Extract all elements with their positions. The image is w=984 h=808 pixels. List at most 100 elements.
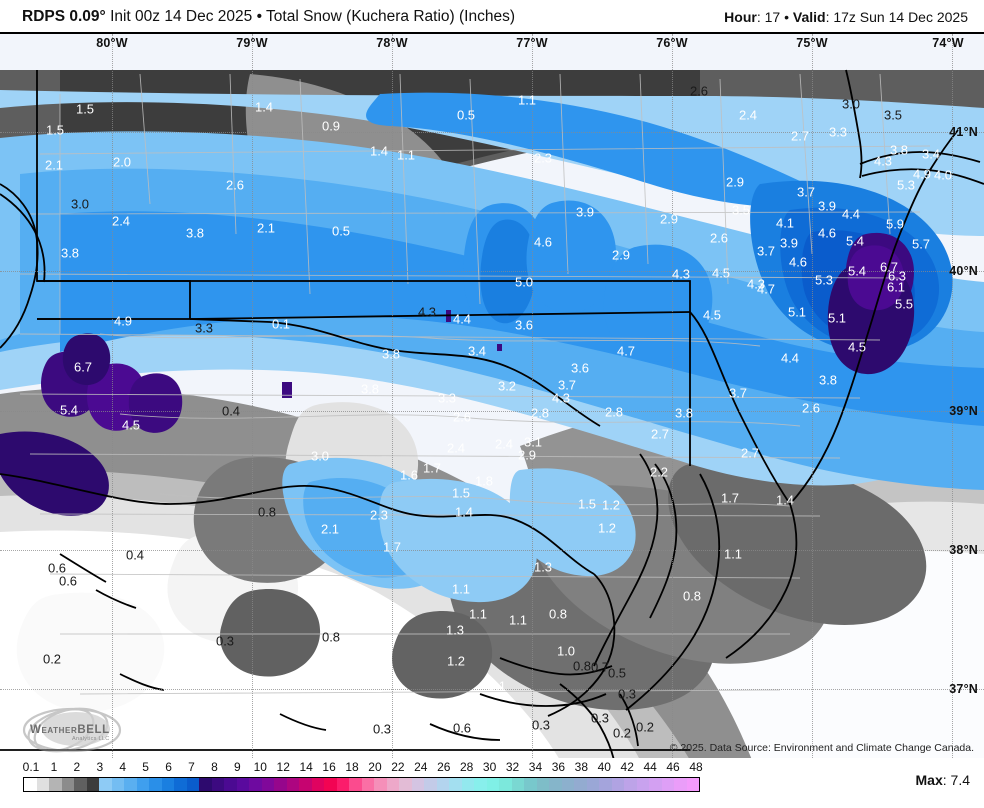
header-separator: • (256, 8, 262, 25)
gridline-lat-41n (0, 132, 984, 133)
gridline-lon-79w (252, 34, 253, 760)
contour-value-label: 1.1 (723, 546, 743, 562)
contour-value-label: 4.0 (933, 167, 953, 183)
contour-value-label: 2.4 (111, 213, 131, 229)
weatherbell-logo-icon (22, 707, 122, 753)
contour-value-label: 4.1 (775, 215, 795, 231)
contour-value-label: 2.9 (517, 447, 537, 463)
contour-value-label: 4.3 (746, 276, 766, 292)
contour-value-label: 5.3 (896, 177, 916, 193)
gridline-lon-74w (952, 34, 953, 760)
colorbar-swatch (236, 778, 249, 791)
contour-value-label: 1.4 (254, 99, 274, 115)
colorbar-tick: 34 (528, 760, 543, 774)
contour-value-label: 1.5 (45, 122, 65, 138)
colorbar-tick: 32 (505, 760, 520, 774)
contour-value-label: 5.9 (885, 216, 905, 232)
contour-value-label: 2.6 (689, 83, 709, 99)
colorbar-swatch (649, 778, 662, 791)
colorbar-swatch (536, 778, 549, 791)
colorbar-swatch (149, 778, 162, 791)
contour-value-label: 3.9 (575, 204, 595, 220)
max-value: 7.4 (950, 772, 970, 788)
contour-value-label: 0.8 (572, 658, 592, 674)
colorbar-swatch (299, 778, 312, 791)
colorbar-swatch (561, 778, 574, 791)
colorbar-swatch (586, 778, 599, 791)
colorbar-tick: 48 (689, 760, 703, 774)
colorbar-tick: 7 (188, 760, 195, 774)
hour-value: 17 (764, 9, 781, 25)
contour-value-label: 3.1 (523, 434, 543, 450)
colorbar-tick-labels: 0.1 1 2 3 4 5 6 7 8 9 10 12 14 16 18 20 22 24 26 28 30 32 34 36… (0, 760, 984, 776)
contour-value-label: 3.7 (728, 385, 748, 401)
colorbar-swatch (524, 778, 537, 791)
colorbar-swatch (636, 778, 649, 791)
gridline-lat-39n (0, 411, 984, 412)
contour-value-label: 6.1 (886, 279, 906, 295)
max-label: Max (915, 772, 943, 788)
colorbar-tick: 24 (414, 760, 428, 774)
contour-value-label: 2.7 (740, 445, 760, 461)
colorbar-tick: 20 (368, 760, 382, 774)
contour-value-label: 2.9 (659, 211, 679, 227)
colorbar-swatch (349, 778, 362, 791)
colorbar-tick: 12 (276, 760, 290, 774)
colorbar-swatch (311, 778, 324, 791)
colorbar-gradient[interactable] (23, 777, 700, 792)
contour-value-label: 2.4 (446, 440, 466, 456)
contour-value-label: 1.6 (399, 467, 419, 483)
contour-value-label: 1.5 (451, 485, 471, 501)
colorbar-tick: 2 (73, 760, 81, 774)
contour-value-label: 2.9 (725, 174, 745, 190)
colorbar-swatch (611, 778, 624, 791)
contour-value-label: 3.8 (674, 405, 694, 421)
colorbar-swatch (461, 778, 474, 791)
contour-value-label: 4.6 (788, 254, 808, 270)
contour-value-label: 6.7 (879, 259, 899, 275)
colorbar-swatch (599, 778, 612, 791)
colorbar-swatch (411, 778, 424, 791)
contour-value-label: 3.7 (756, 243, 776, 259)
contour-value-label: 5.4 (59, 402, 79, 418)
colorbar-tick: 3 (96, 760, 104, 774)
contour-value-label: 0.3 (372, 721, 392, 737)
contour-value-label: 4.4 (841, 206, 861, 222)
contour-value-label: 4.7 (756, 281, 776, 297)
contour-value-label: 4.4 (452, 311, 472, 327)
snow-contour-field (0, 34, 984, 760)
map-canvas: 80°W 79°W 78°W 77°W 76°W 75°W 74°W 41°N … (0, 34, 984, 760)
colorbar-swatch (336, 778, 349, 791)
contour-value-label: 5.7 (911, 236, 931, 252)
colorbar-swatch (674, 778, 687, 791)
contour-value-label: 0.6 (47, 560, 67, 576)
lat-label-40n: 40°N (949, 264, 978, 278)
contour-value-label: 5.4 (847, 263, 867, 279)
contour-value-label: 0.7 (590, 659, 610, 675)
colorbar-swatch (36, 778, 49, 791)
colorbar-swatch (399, 778, 412, 791)
colorbar-tick: 0.1 (22, 760, 40, 774)
contour-value-label: 6.7 (73, 359, 93, 375)
contour-value-label: 0.5 (456, 107, 476, 123)
gridline-lon-77w (532, 34, 533, 760)
colorbar-swatch (24, 778, 37, 791)
contour-value-label: 4.3 (551, 390, 571, 406)
colorbar-tick: 9 (234, 760, 241, 774)
colorbar-swatch (386, 778, 399, 791)
lat-label-41n: 41°N (949, 125, 978, 139)
contour-value-label: 3.8 (381, 346, 401, 362)
colorbar-swatch (449, 778, 462, 791)
weather-map[interactable]: 80°W 79°W 78°W 77°W 76°W 75°W 74°W 41°N … (0, 32, 984, 762)
contour-value-label: 2.7 (650, 426, 670, 442)
colorbar-swatch (99, 778, 112, 791)
contour-value-label: 4.9 (912, 166, 932, 182)
lon-label-79w: 79°W (236, 36, 268, 50)
colorbar-tick: 16 (322, 760, 336, 774)
colorbar-swatch (174, 778, 187, 791)
colorbar-swatch (499, 778, 512, 791)
contour-value-label: 2.1 (320, 521, 340, 537)
contour-value-label: 0.8 (321, 629, 341, 645)
colorbar-tick: 40 (597, 760, 611, 774)
